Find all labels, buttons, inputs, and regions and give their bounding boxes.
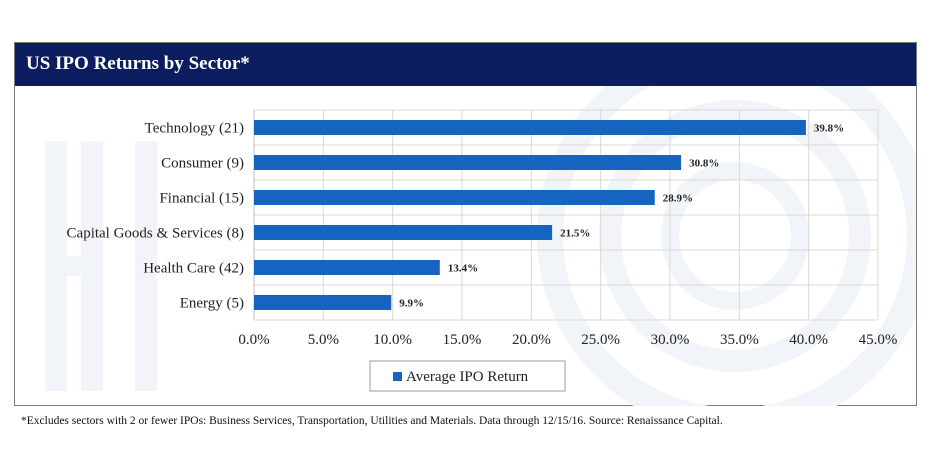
bar-chart: 0.0% 5.0% 10.0% 15.0% 20.0% 25.0% 30.0% 35.0% 40… [67,109,898,392]
x-tick-label: 10.0% [373,332,412,348]
x-tick-label: 5.0% [308,332,339,348]
x-tick-label: 30.0% [651,332,690,348]
bar [254,260,440,275]
category-label: Capital Goods & Services (8) [67,226,244,242]
bar-layer [254,120,806,310]
category-label: Energy (5) [180,296,244,312]
legend-box [369,360,566,392]
footnote: *Excludes sectors with 2 or fewer IPOs: … [21,415,723,427]
bar [254,225,553,240]
category-label: Health Care (42) [143,261,244,277]
data-label: 39.8% [814,123,844,135]
bar [254,155,682,170]
grid-layer [253,109,879,321]
chart-panel: US IPO Returns by Sector* 0.0% 5.0% 10.0% 1… [14,42,917,406]
legend-swatch [393,372,402,381]
category-label: Financial (15) [159,191,244,207]
x-tick-label: 20.0% [512,332,551,348]
x-tick-label: 35.0% [720,332,759,348]
bar [254,190,655,205]
x-tick-label: 0.0% [238,332,269,348]
data-label: 21.5% [560,228,590,240]
category-label: Technology (21) [145,121,244,137]
x-tick-label: 45.0% [859,332,898,348]
label-layer: 0.0% 5.0% 10.0% 15.0% 20.0% 25.0% 30.0% 35.0% 40… [67,121,898,349]
legend: Average IPO Return [369,360,566,392]
x-tick-label: 40.0% [789,332,828,348]
bar [254,120,806,135]
data-label: 13.4% [448,263,478,275]
panel-header: US IPO Returns by Sector* [15,43,916,86]
data-label: 30.8% [689,158,719,170]
chart-title: US IPO Returns by Sector* [26,53,250,74]
x-tick-label: 25.0% [581,332,620,348]
data-label: 28.9% [663,193,693,205]
category-label: Consumer (9) [161,156,244,172]
x-tick-label: 15.0% [443,332,482,348]
data-label: 9.9% [399,298,424,310]
legend-label: Average IPO Return [406,369,529,385]
bar [254,295,392,310]
